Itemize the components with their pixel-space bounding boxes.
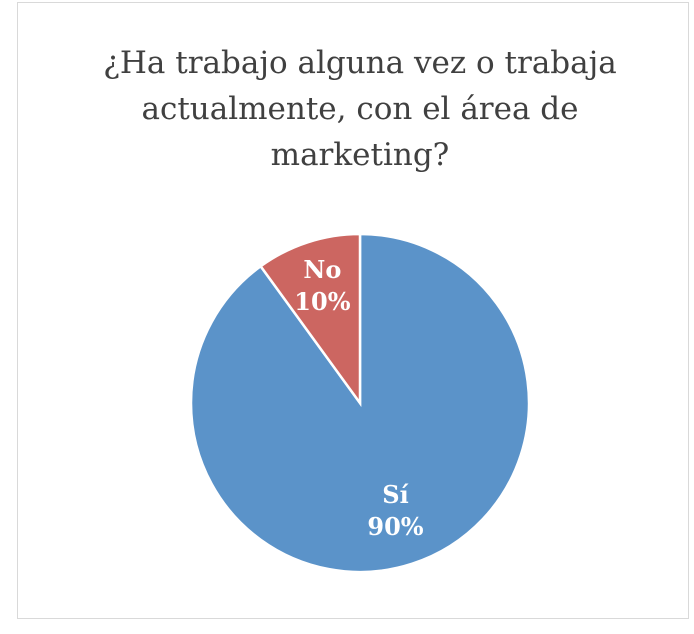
chart-title: ¿Ha trabajo alguna vez o trabaja actualm… bbox=[103, 45, 617, 173]
slice-category-label: Sí bbox=[382, 480, 408, 509]
pie-slice bbox=[258, 232, 362, 407]
slice-category-label: No bbox=[303, 255, 341, 284]
slice-value-label: 10% bbox=[294, 287, 350, 316]
chart-frame bbox=[17, 2, 689, 619]
pie-slice bbox=[189, 232, 531, 574]
slice-value-label: 90% bbox=[367, 512, 423, 541]
